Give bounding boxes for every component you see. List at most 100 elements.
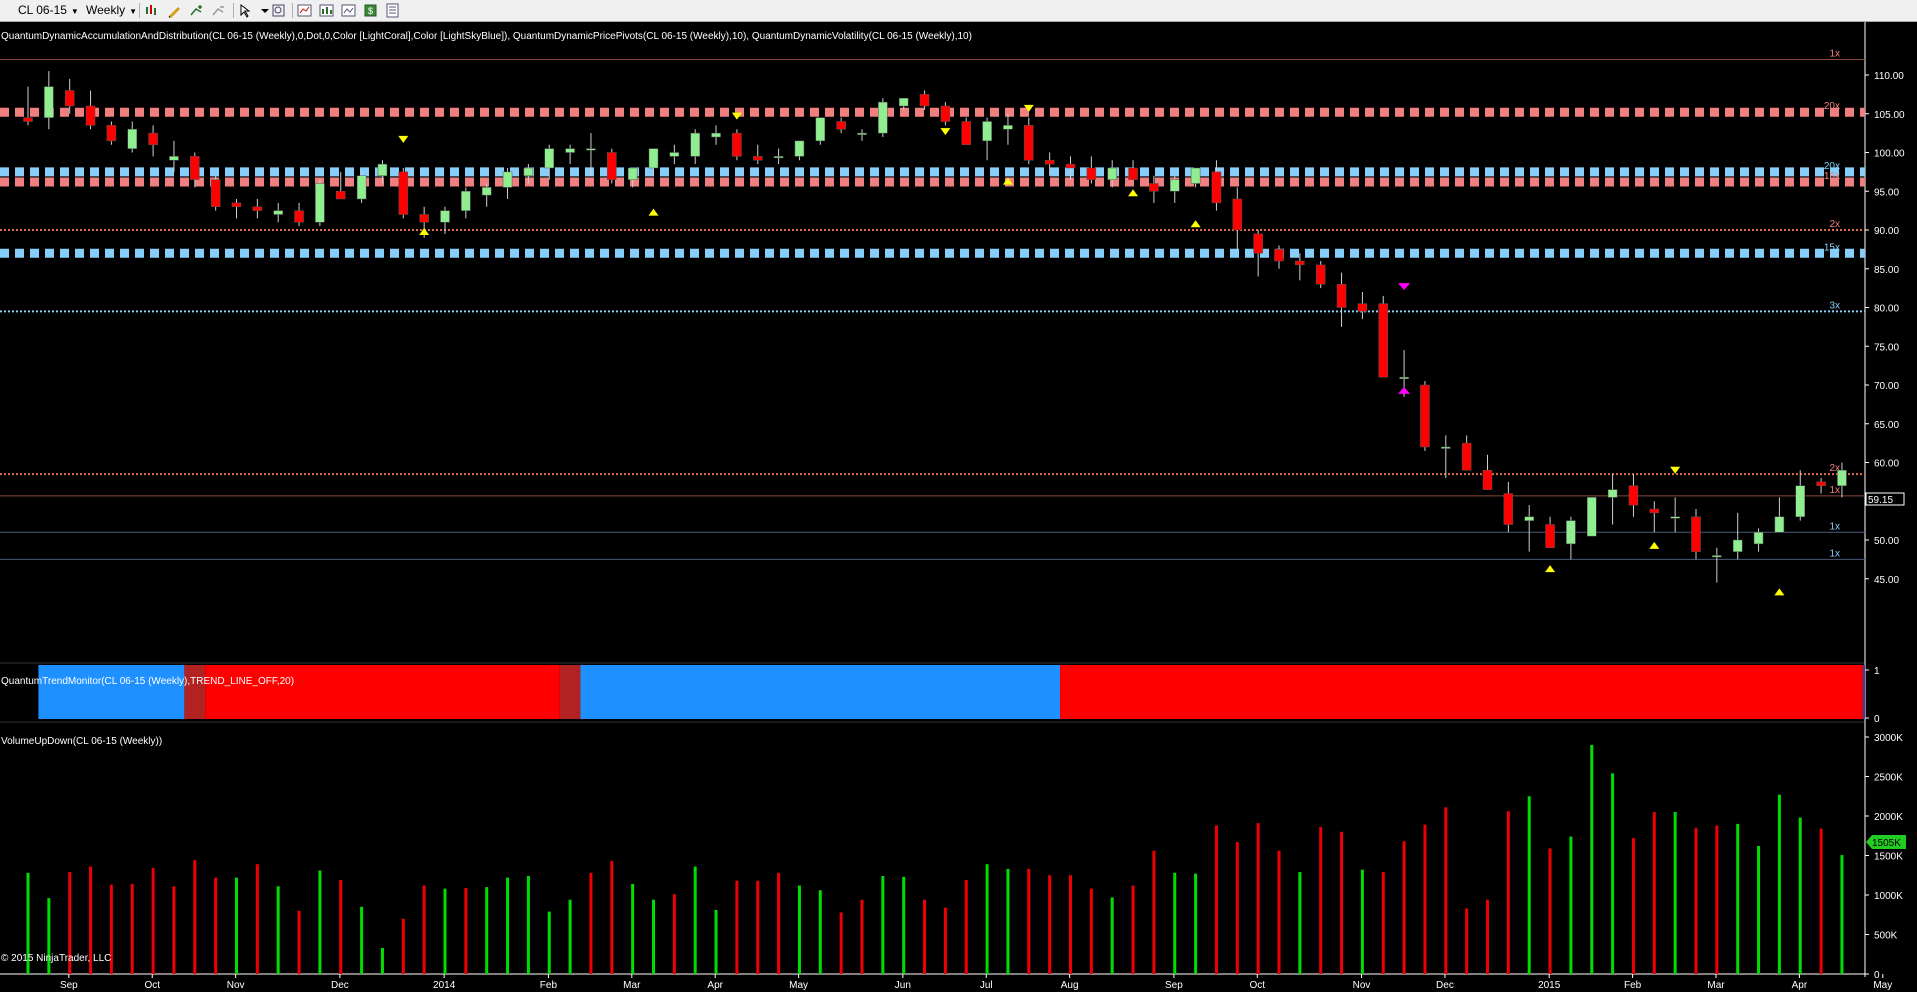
add-indicator-icon[interactable] <box>188 2 205 19</box>
candle-body <box>1107 167 1117 180</box>
volume-bar <box>1173 872 1177 974</box>
period-label: Weekly <box>86 3 126 17</box>
volume-bar <box>1381 872 1385 974</box>
level-multiplier-label: 20x <box>1824 161 1840 172</box>
current-price-label: 59.15 <box>1868 495 1893 506</box>
candle-body <box>648 148 659 169</box>
candle-body <box>919 94 930 107</box>
volume-bar <box>318 870 322 974</box>
time-tick-label: Oct <box>1250 980 1266 991</box>
price-tick-label: 70.00 <box>1874 381 1899 392</box>
candle-body <box>753 156 763 161</box>
price-panel-title: QuantumDynamicAccumulationAndDistributio… <box>1 31 972 42</box>
candle-body <box>940 105 951 122</box>
remove-indicator-icon[interactable] <box>210 2 227 19</box>
candle-body <box>1399 377 1409 379</box>
bar-style-icon[interactable] <box>143 2 160 19</box>
volume-bar <box>860 899 864 974</box>
candle-body <box>1607 489 1618 498</box>
candle-body <box>1086 167 1097 180</box>
pivot-low-marker <box>1190 220 1201 228</box>
candle-body <box>1837 470 1847 486</box>
zoom-icon[interactable] <box>270 2 287 19</box>
candle-body <box>148 132 158 145</box>
candle-body <box>1357 303 1368 312</box>
candle-body <box>273 210 283 215</box>
volume-tick-label: 2000K <box>1874 812 1903 823</box>
pivot-low-marker <box>1002 177 1013 185</box>
candle-body <box>690 132 700 157</box>
volume-bar <box>943 907 947 974</box>
analyzer-icon[interactable] <box>340 2 357 19</box>
pivot-low-marker <box>1128 189 1139 197</box>
volume-bar <box>1194 873 1198 974</box>
candle-body <box>1003 125 1013 130</box>
period-selector[interactable]: Weekly ▼ <box>82 2 138 19</box>
candle-body <box>502 171 513 188</box>
volume-bar <box>568 899 572 974</box>
candle-body <box>1753 532 1764 545</box>
volume-bar <box>526 876 530 974</box>
trend-segment <box>580 665 1061 719</box>
candle-body <box>377 163 388 176</box>
chevron-down-icon: ▼ <box>70 7 79 16</box>
candle-body <box>961 121 971 145</box>
chart-toolbar: CL 06-15 ▼ Weekly ▼ $ <box>0 0 1917 22</box>
candle-body <box>1503 493 1514 525</box>
volume-bar <box>506 877 510 974</box>
candle-body <box>982 121 992 142</box>
volume-bar <box>297 910 301 974</box>
candle-body <box>1566 520 1576 545</box>
volume-bar <box>1152 850 1156 974</box>
pivot-low-marker <box>1545 565 1556 573</box>
candle-body <box>523 167 534 176</box>
volatility-marker <box>1398 283 1411 291</box>
candle-body <box>1795 485 1805 517</box>
toolbar-divider <box>233 3 234 18</box>
copyright-text: © 2015 NinjaTrader, LLC <box>1 953 111 964</box>
trend-segment <box>0 665 18 719</box>
chart-properties-icon[interactable] <box>318 2 335 19</box>
volume-bar <box>1506 811 1510 974</box>
data-box-icon[interactable] <box>384 2 401 19</box>
candle-body <box>1420 384 1430 448</box>
volume-bar <box>985 864 989 974</box>
time-tick-label: 2014 <box>433 980 456 991</box>
volume-bar <box>923 899 927 974</box>
volume-bar <box>1757 846 1761 974</box>
volume-bar <box>1736 823 1740 974</box>
candle-body <box>1378 303 1388 378</box>
instrument-selector[interactable]: CL 06-15 ▼ <box>14 2 80 19</box>
time-tick-label: Feb <box>540 980 558 991</box>
candle-body <box>1149 183 1159 192</box>
export-icon[interactable]: $ <box>362 2 379 19</box>
time-tick-label: Sep <box>60 980 78 991</box>
price-tick-label: 60.00 <box>1874 459 1899 470</box>
volume-bar <box>818 890 822 974</box>
pointer-icon[interactable] <box>237 2 254 19</box>
strategy-icon[interactable] <box>296 2 313 19</box>
candle-body <box>356 175 367 200</box>
volume-bar <box>964 879 968 974</box>
candle-body <box>1253 233 1263 254</box>
draw-tool-icon[interactable] <box>166 2 183 19</box>
candle-body <box>127 129 137 149</box>
volume-axis: 0 500K 1000K 1500K 2000K 2500K 3000K <box>1865 733 1903 981</box>
time-axis: Sep Oct Nov Dec 2014 Feb Mar Apr May Jun Jul Aug Sep… <box>60 974 1892 991</box>
volume-bar <box>1631 838 1635 974</box>
volume-bar <box>1840 855 1844 974</box>
volume-bar <box>1444 807 1448 974</box>
volume-bar <box>1569 836 1573 974</box>
pivot-low-marker <box>419 228 430 235</box>
chevron-down-icon[interactable] <box>257 2 274 19</box>
volume-bar <box>693 866 697 974</box>
candle-body <box>481 187 492 196</box>
level-multiplier-label: 15x <box>1824 242 1840 253</box>
volume-bar <box>1611 773 1615 974</box>
candle-body <box>1482 470 1493 490</box>
volume-bar <box>214 877 218 974</box>
toolbar-divider <box>139 3 140 18</box>
instrument-label: CL 06-15 <box>18 3 67 17</box>
